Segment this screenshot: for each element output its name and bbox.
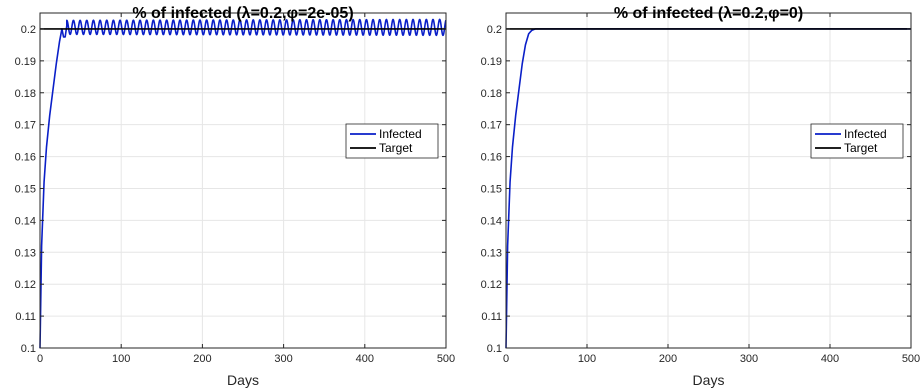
legend-label-target: Target — [379, 141, 413, 155]
y-tick-label: 0.14 — [15, 215, 36, 227]
y-tick-label: 0.16 — [15, 152, 36, 164]
y-tick-label: 0.2 — [21, 24, 36, 36]
y-tick-label: 0.15 — [481, 183, 502, 195]
x-tick-label: 100 — [112, 353, 130, 365]
y-tick-label: 0.19 — [481, 56, 502, 68]
x-axis-label: Days — [227, 372, 259, 388]
chart-title: % of infected (λ=0.2,φ=2e-05) — [132, 5, 353, 22]
axes-box — [39, 12, 447, 349]
y-tick-label: 0.13 — [481, 247, 502, 259]
x-tick-label: 400 — [821, 353, 839, 365]
legend-label-target: Target — [844, 141, 878, 155]
y-tick-label: 0.15 — [15, 183, 36, 195]
y-tick-label: 0.16 — [481, 152, 502, 164]
x-axis-label: Days — [693, 372, 725, 388]
legend-label-infected: Infected — [844, 127, 887, 141]
y-tick-label: 0.19 — [15, 56, 36, 68]
y-tick-label: 0.12 — [15, 279, 36, 291]
y-tick-label: 0.18 — [481, 88, 502, 100]
y-tick-label: 0.13 — [15, 247, 36, 259]
y-tick-label: 0.18 — [15, 88, 36, 100]
x-tick-label: 500 — [902, 353, 920, 365]
legend-box — [810, 123, 904, 159]
y-tick-label: 0.14 — [481, 215, 502, 227]
y-tick-label: 0.12 — [481, 279, 502, 291]
legend-box — [345, 123, 439, 159]
y-tick-label: 0.2 — [487, 24, 502, 36]
x-tick-label: 0 — [37, 353, 43, 365]
x-tick-label: 100 — [578, 353, 596, 365]
y-tick-label: 0.11 — [15, 311, 36, 323]
y-tick-label: 0.1 — [487, 343, 502, 355]
y-tick-label: 0.1 — [21, 343, 36, 355]
x-tick-label: 300 — [740, 353, 758, 365]
x-tick-label: 200 — [193, 353, 211, 365]
y-tick-label: 0.11 — [481, 311, 502, 323]
legend-label-infected: Infected — [379, 127, 422, 141]
x-tick-label: 400 — [356, 353, 374, 365]
chart-panel-2: 0 100 200 300 400 500 0.1 0.11 0.12 0.13 0.14 0.15 0… — [481, 5, 920, 388]
x-tick-label: 0 — [503, 353, 509, 365]
plot-area — [40, 13, 446, 348]
x-tick-label: 500 — [437, 353, 455, 365]
y-tick-label: 0.17 — [481, 120, 502, 132]
chart-title: % of infected (λ=0.2,φ=0) — [614, 5, 803, 22]
axes-box — [505, 12, 912, 349]
y-tick-label: 0.17 — [15, 120, 36, 132]
chart-panel-1: 0 100 200 300 400 500 0.1 0.11 0.12 0.13 0.14 0.15 0… — [15, 5, 456, 388]
x-tick-label: 200 — [659, 353, 677, 365]
x-tick-label: 300 — [274, 353, 292, 365]
series-line-infected — [39, 18, 447, 349]
plot-area — [506, 13, 911, 348]
